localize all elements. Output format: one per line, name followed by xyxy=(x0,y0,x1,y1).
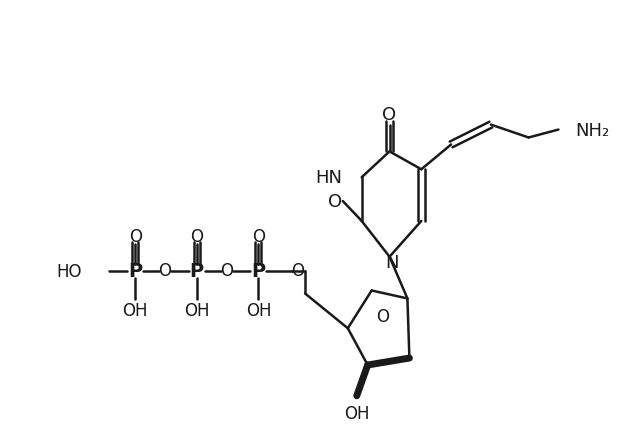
Text: OH: OH xyxy=(344,404,370,422)
Text: P: P xyxy=(251,262,265,280)
Text: OH: OH xyxy=(184,302,209,320)
Text: O: O xyxy=(158,261,172,279)
Text: O: O xyxy=(291,261,303,279)
Text: HN: HN xyxy=(315,169,342,187)
Text: O: O xyxy=(220,261,233,279)
Text: O: O xyxy=(128,227,142,245)
Text: NH₂: NH₂ xyxy=(576,121,609,139)
Text: HO: HO xyxy=(56,262,81,280)
Text: O: O xyxy=(382,105,397,124)
Text: N: N xyxy=(385,253,398,271)
Text: OH: OH xyxy=(123,302,148,320)
Text: P: P xyxy=(128,262,142,280)
Text: P: P xyxy=(190,262,204,280)
Text: O: O xyxy=(190,227,204,245)
Text: O: O xyxy=(252,227,265,245)
Text: OH: OH xyxy=(245,302,271,320)
Text: O: O xyxy=(328,193,342,210)
Text: O: O xyxy=(376,308,389,325)
